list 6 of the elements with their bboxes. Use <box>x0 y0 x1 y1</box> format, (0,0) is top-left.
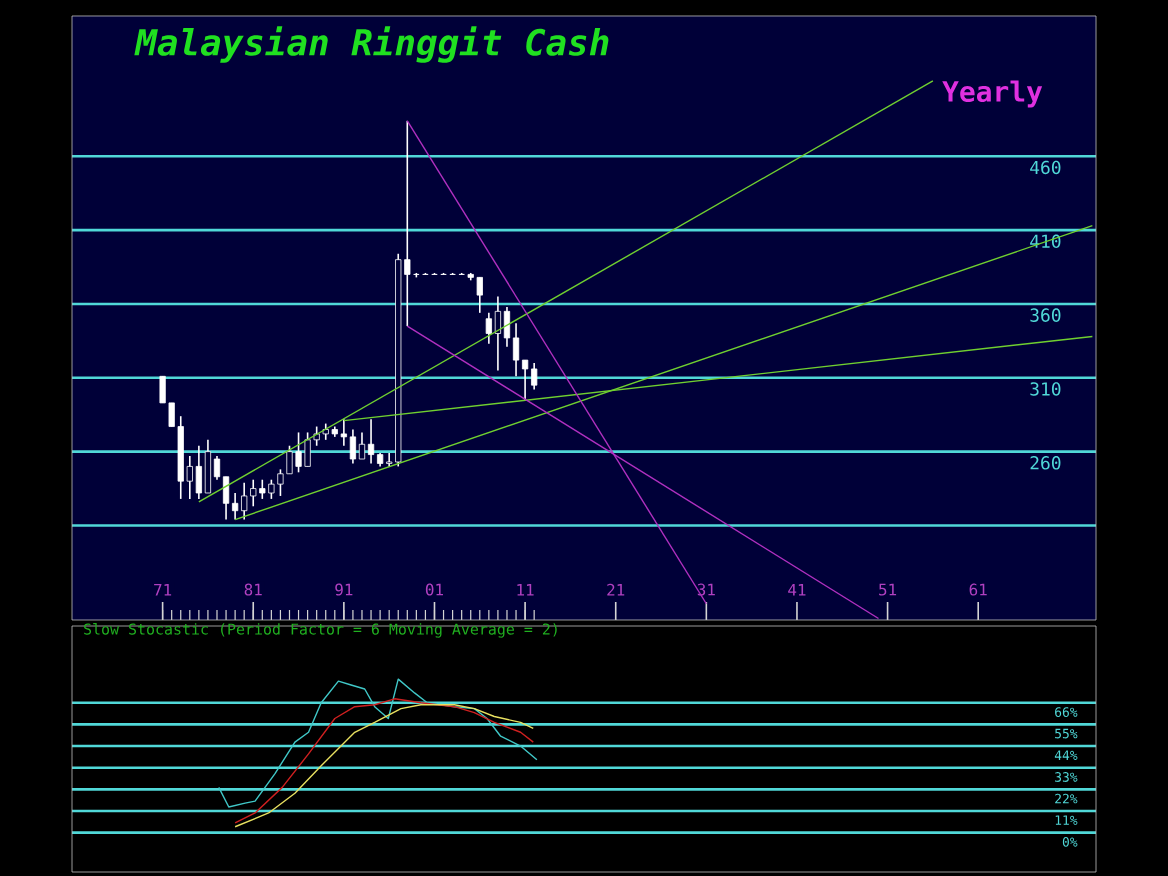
y-tick-label: 310 <box>1030 382 1061 396</box>
y-tick-label: 460 <box>1030 160 1061 175</box>
text: Yearly <box>942 80 1043 108</box>
chart-title: Malaysian Ringgit Cash <box>134 26 609 63</box>
y-tick-label: 360 <box>1030 308 1061 322</box>
y-tick-label: 260 <box>1030 456 1061 470</box>
